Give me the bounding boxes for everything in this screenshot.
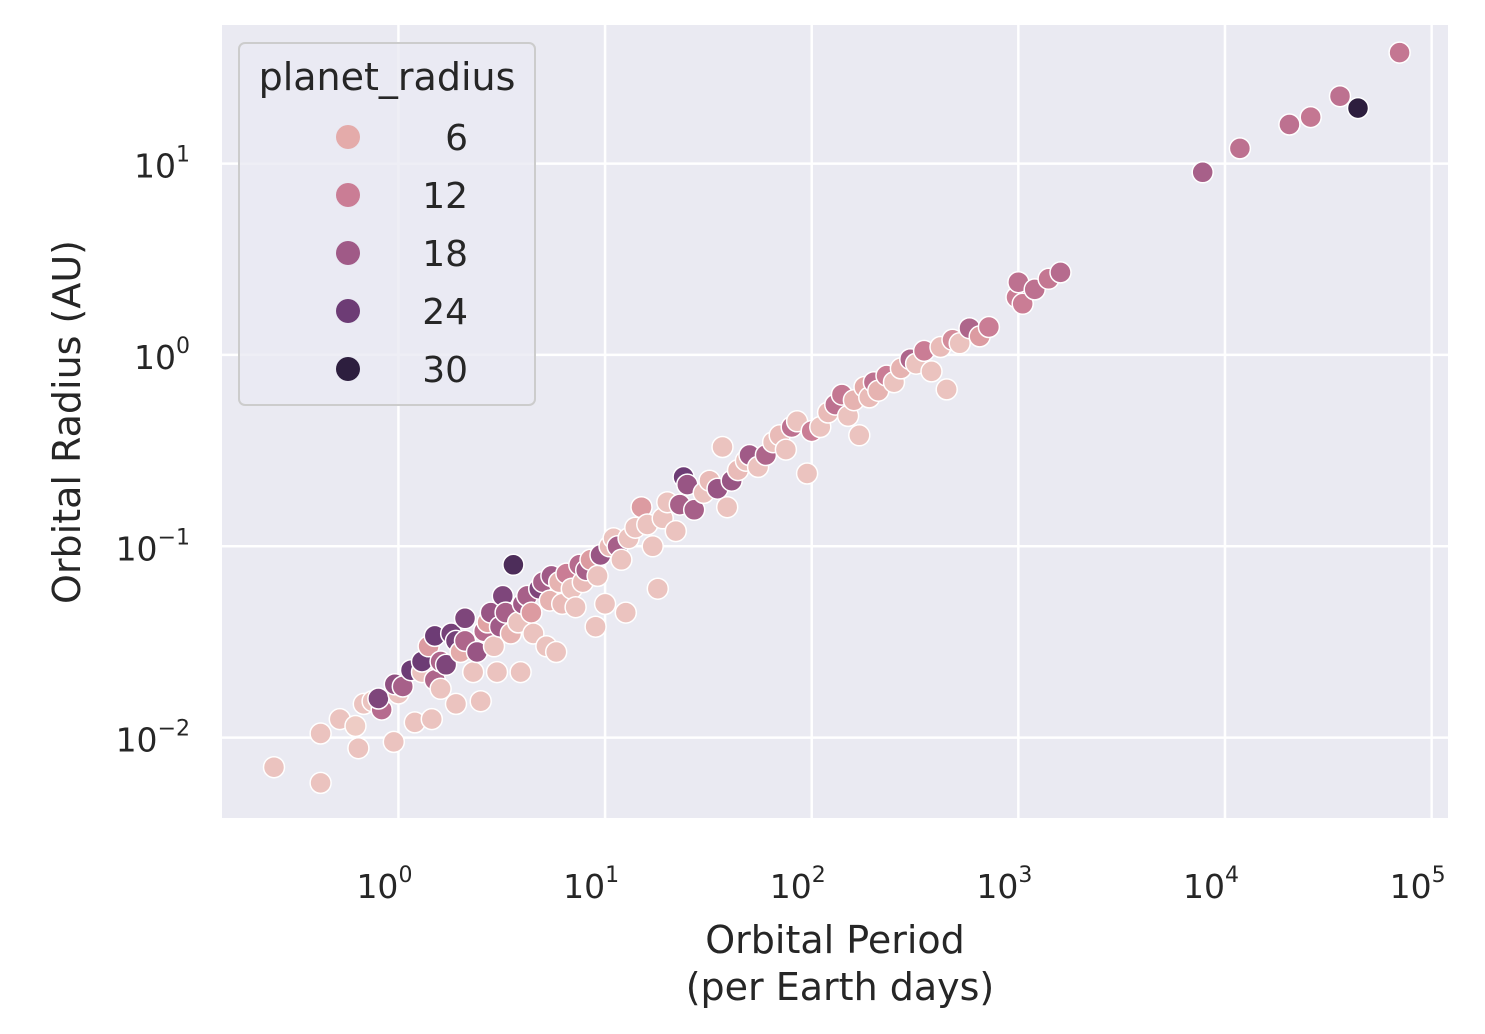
data-point (1228, 137, 1252, 160)
data-point (344, 714, 367, 738)
data-point (920, 360, 943, 383)
legend-frame (238, 42, 536, 406)
data-point (715, 495, 739, 519)
x-tick-labels: 100 101 102 103 104 105 (356, 863, 1445, 906)
y-axis-label: Orbital Radius (AU) (45, 240, 89, 604)
data-point (1011, 292, 1034, 316)
legend-marker (336, 299, 360, 323)
legend: planet_radius 6 12 18 24 30 (238, 42, 536, 406)
data-point (1346, 96, 1370, 120)
data-point (614, 601, 638, 624)
data-point (262, 755, 286, 779)
x-axis-label-line-1: Orbital Period (705, 918, 965, 962)
data-point (935, 378, 958, 401)
legend-item-label: 12 (422, 176, 468, 217)
y-tick-label: 101 (134, 143, 190, 186)
data-point (664, 519, 688, 543)
data-point (848, 424, 871, 447)
x-tick-label: 104 (1183, 863, 1239, 906)
data-point (485, 660, 509, 684)
data-point (564, 595, 587, 619)
data-point (682, 498, 706, 522)
x-tick-label: 100 (356, 863, 412, 906)
legend-marker (336, 357, 360, 381)
data-point (520, 601, 543, 624)
data-point (1388, 41, 1411, 64)
data-points (262, 41, 1411, 795)
legend-marker (336, 183, 360, 207)
data-point (641, 535, 664, 558)
data-point (453, 607, 477, 630)
data-point (584, 615, 607, 638)
data-point (347, 736, 370, 760)
data-point (593, 592, 617, 616)
data-point (646, 577, 670, 600)
data-point (711, 435, 734, 459)
data-point (1049, 261, 1072, 284)
y-tick-label: 10−1 (116, 525, 190, 568)
x-axis-label-line-2: (per Earth days) (686, 965, 995, 1009)
data-point (544, 640, 568, 664)
legend-title: planet_radius (259, 55, 516, 99)
y-tick-label: 10−2 (116, 717, 190, 760)
data-point (795, 462, 819, 485)
legend-item-label: 24 (422, 292, 468, 333)
data-point (461, 660, 485, 684)
data-point (367, 687, 390, 710)
data-point (434, 653, 458, 677)
data-point (420, 707, 444, 731)
data-point (610, 548, 633, 572)
legend-item-label: 30 (422, 350, 468, 391)
data-point (1299, 105, 1322, 129)
x-tick-label: 103 (976, 863, 1032, 906)
x-tick-label: 102 (770, 863, 826, 906)
data-point (509, 660, 532, 684)
data-point (444, 692, 468, 716)
data-point (469, 689, 492, 713)
data-point (309, 771, 332, 795)
data-point (1328, 84, 1352, 108)
data-point (586, 564, 609, 588)
legend-item-label: 6 (445, 118, 468, 159)
data-point (977, 315, 1001, 339)
legend-marker (336, 125, 360, 149)
y-tick-label: 100 (134, 334, 190, 377)
data-point (309, 722, 332, 745)
data-point (774, 438, 798, 461)
legend-marker (336, 241, 360, 265)
y-tick-labels: 10−2 10−1 100 101 (116, 143, 190, 760)
data-point (429, 677, 452, 701)
data-point (382, 730, 406, 754)
legend-item-label: 18 (422, 234, 468, 275)
x-tick-label: 105 (1390, 863, 1446, 906)
data-point (502, 553, 525, 577)
x-tick-label: 101 (563, 863, 619, 906)
data-point (1278, 113, 1301, 136)
data-point (1191, 161, 1214, 184)
